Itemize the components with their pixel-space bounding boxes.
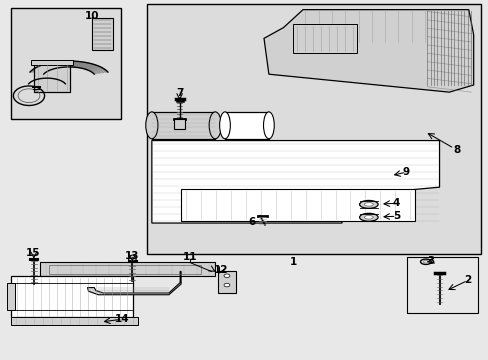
Ellipse shape bbox=[359, 201, 377, 208]
Polygon shape bbox=[87, 271, 181, 295]
Text: 10: 10 bbox=[85, 11, 100, 21]
Bar bbox=[11, 8, 121, 119]
Text: 13: 13 bbox=[125, 251, 139, 261]
Text: 14: 14 bbox=[115, 314, 130, 324]
Text: 11: 11 bbox=[182, 252, 197, 262]
Text: 12: 12 bbox=[213, 265, 228, 275]
Polygon shape bbox=[128, 255, 136, 261]
Bar bbox=[11, 318, 138, 324]
Bar bbox=[92, 18, 113, 50]
Text: 5: 5 bbox=[392, 211, 400, 221]
Ellipse shape bbox=[359, 213, 377, 221]
Text: 1: 1 bbox=[289, 257, 296, 267]
Bar bbox=[293, 24, 356, 53]
Text: 7: 7 bbox=[176, 88, 183, 98]
Bar bbox=[173, 120, 185, 130]
Bar bbox=[147, 4, 480, 253]
Bar bbox=[31, 60, 73, 65]
Ellipse shape bbox=[364, 216, 372, 219]
Text: 6: 6 bbox=[248, 217, 255, 227]
Ellipse shape bbox=[224, 283, 229, 287]
Bar bbox=[152, 112, 215, 139]
Text: 15: 15 bbox=[25, 248, 40, 258]
Bar bbox=[49, 265, 200, 274]
Bar bbox=[406, 257, 477, 313]
Bar bbox=[34, 63, 70, 92]
Bar bbox=[181, 189, 414, 221]
Bar bbox=[224, 112, 268, 139]
Bar bbox=[147, 4, 480, 253]
Polygon shape bbox=[152, 140, 439, 223]
Text: 2: 2 bbox=[463, 275, 470, 285]
Ellipse shape bbox=[219, 112, 230, 139]
Ellipse shape bbox=[224, 274, 229, 278]
Text: 8: 8 bbox=[452, 144, 459, 154]
Ellipse shape bbox=[145, 112, 158, 139]
Ellipse shape bbox=[364, 203, 372, 206]
Bar bbox=[13, 9, 120, 118]
Ellipse shape bbox=[209, 112, 221, 139]
Polygon shape bbox=[264, 10, 473, 92]
Bar bbox=[40, 262, 215, 276]
Ellipse shape bbox=[263, 112, 274, 139]
Bar bbox=[6, 283, 15, 310]
Text: 3: 3 bbox=[427, 256, 433, 266]
Bar bbox=[11, 8, 121, 119]
Text: 4: 4 bbox=[392, 198, 400, 208]
Bar bbox=[11, 276, 133, 318]
Bar bbox=[217, 271, 236, 293]
Text: 9: 9 bbox=[402, 167, 409, 177]
